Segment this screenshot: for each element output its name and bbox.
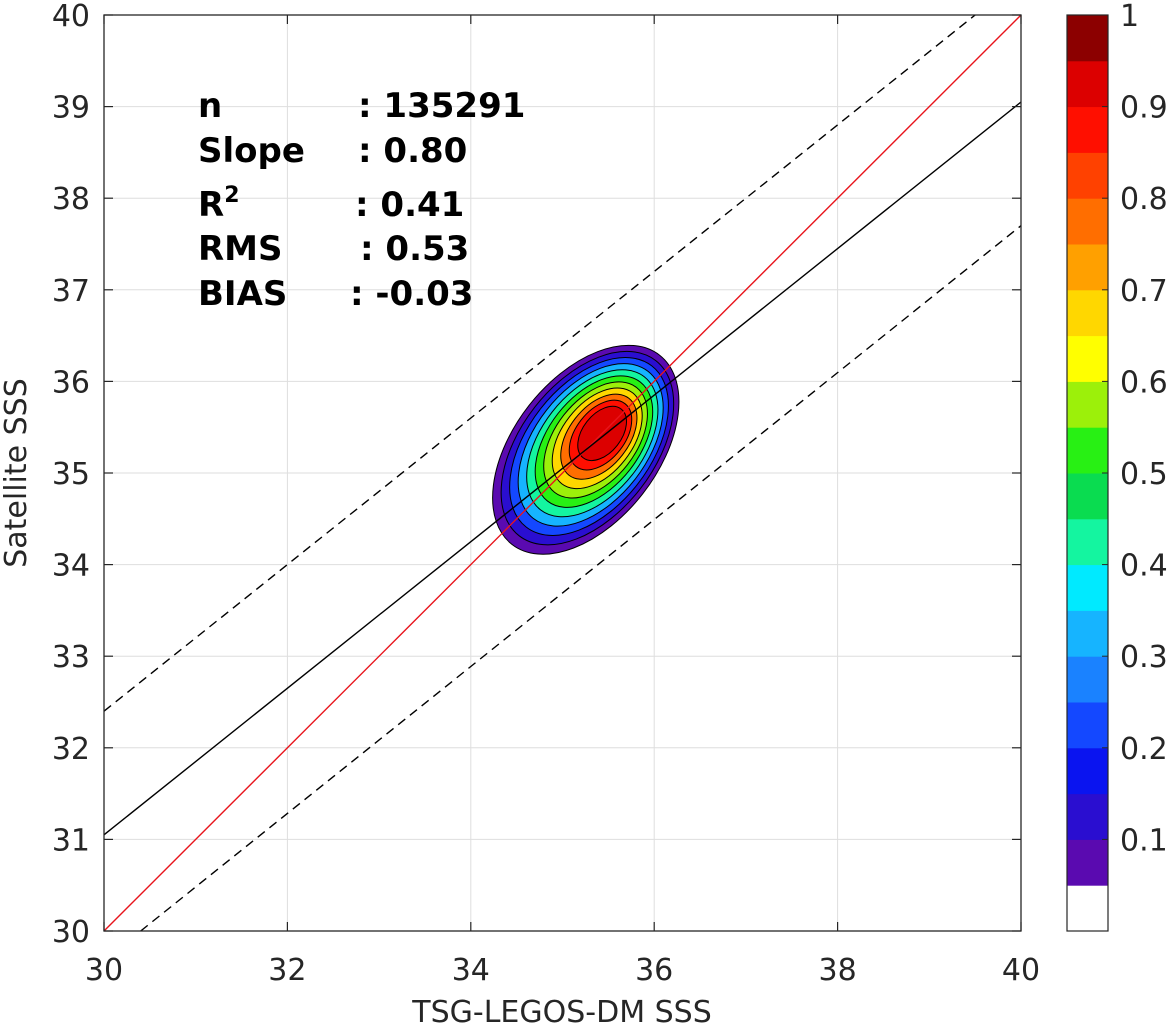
reference-lines — [104, 15, 1021, 931]
grid — [103, 14, 1022, 932]
colorbar-segment — [1067, 15, 1108, 62]
colorbar-segment — [1067, 381, 1108, 428]
colorbar-tick-label: 0.2 — [1120, 732, 1168, 767]
y-tick-label: 40 — [52, 0, 90, 34]
colorbar-segment — [1067, 152, 1108, 199]
colorbar-segment — [1067, 60, 1108, 108]
colorbar — [1066, 14, 1109, 932]
colorbar-tick-label: 0.9 — [1120, 91, 1168, 126]
y-tick-label: 39 — [52, 91, 90, 126]
stat-bias-value: : -0.03 — [350, 274, 473, 314]
x-tick-label: 32 — [268, 953, 306, 988]
colorbar-tick-label: 0.1 — [1120, 823, 1168, 858]
x-tick-label: 38 — [819, 953, 857, 988]
y-tick-label: 36 — [52, 365, 90, 400]
colorbar-segment — [1067, 518, 1108, 566]
colorbar-tick-label: 0.4 — [1120, 549, 1168, 584]
colorbar-segment — [1067, 335, 1108, 382]
stat-slope-label: Slope — [198, 131, 305, 171]
stat-n-label: n — [198, 86, 222, 126]
colorbar-tick-label: 0.8 — [1120, 182, 1168, 217]
regression-line — [104, 101, 1021, 836]
stat-r2-base: R — [198, 185, 224, 225]
y-tick-label: 32 — [52, 732, 90, 767]
stat-r2-label: R2 — [198, 183, 240, 225]
colorbar-segment — [1067, 473, 1108, 520]
x-tick-label: 40 — [1002, 953, 1040, 988]
colorbar-tick-labels: 0.1 0.2 0.3 0.4 0.5 0.6 0.7 0.8 0.9 1 — [1120, 0, 1168, 858]
y-tick-label: 35 — [52, 457, 90, 492]
x-tick-label: 34 — [452, 953, 490, 988]
colorbar-segment — [1067, 289, 1108, 337]
colorbar-segment — [1067, 427, 1108, 474]
stat-slope-value: : 0.80 — [358, 131, 467, 171]
colorbar-segment — [1067, 106, 1108, 153]
stat-rms-label: RMS — [198, 229, 283, 269]
colorbar-segment — [1067, 885, 1108, 932]
colorbar-tick-label: 0.5 — [1120, 457, 1168, 492]
stat-r2-superscript: 2 — [224, 183, 239, 208]
x-tick-label: 30 — [85, 953, 123, 988]
lower-bound-line — [140, 225, 1021, 931]
colorbar-tick-label: 1 — [1120, 0, 1139, 34]
x-axis-label: TSG-LEGOS-DM SSS — [411, 995, 712, 1028]
colorbar-segment — [1067, 839, 1108, 886]
colorbar-segment — [1067, 656, 1108, 703]
y-tick-labels: 30 31 32 33 34 35 36 37 38 39 40 — [52, 0, 90, 950]
y-tick-label: 38 — [52, 182, 90, 217]
colorbar-segment — [1067, 564, 1108, 611]
colorbar-segment — [1067, 610, 1108, 657]
colorbar-segment — [1067, 198, 1108, 245]
colorbar-segment — [1067, 793, 1108, 840]
x-tick-labels: 30 32 34 36 38 40 — [85, 953, 1040, 988]
y-tick-label: 33 — [52, 640, 90, 675]
stat-n-value: : 135291 — [358, 86, 525, 126]
stat-r2-value: : 0.41 — [355, 185, 464, 225]
plot-frame — [103, 14, 1022, 932]
stats-box: n : 135291 Slope : 0.80 R2 : 0.41 RMS : … — [198, 86, 525, 314]
colorbar-tick-label: 0.7 — [1120, 274, 1168, 309]
colorbar-tick-label: 0.6 — [1120, 365, 1168, 400]
y-tick-label: 34 — [52, 549, 90, 584]
y-tick-label: 31 — [52, 823, 90, 858]
colorbar-segment — [1067, 244, 1108, 291]
colorbar-segment — [1067, 747, 1108, 795]
one-to-one-line — [104, 15, 1021, 931]
stat-bias-label: BIAS — [198, 274, 287, 314]
y-tick-label: 30 — [52, 915, 90, 950]
y-tick-label: 37 — [52, 274, 90, 309]
y-axis-label: Satellite SSS — [0, 378, 34, 568]
upper-bound-line — [104, 15, 976, 712]
colorbar-tick-label: 0.3 — [1120, 640, 1168, 675]
x-tick-label: 36 — [635, 953, 673, 988]
stat-rms-value: : 0.53 — [360, 229, 469, 269]
colorbar-segment — [1067, 702, 1108, 749]
